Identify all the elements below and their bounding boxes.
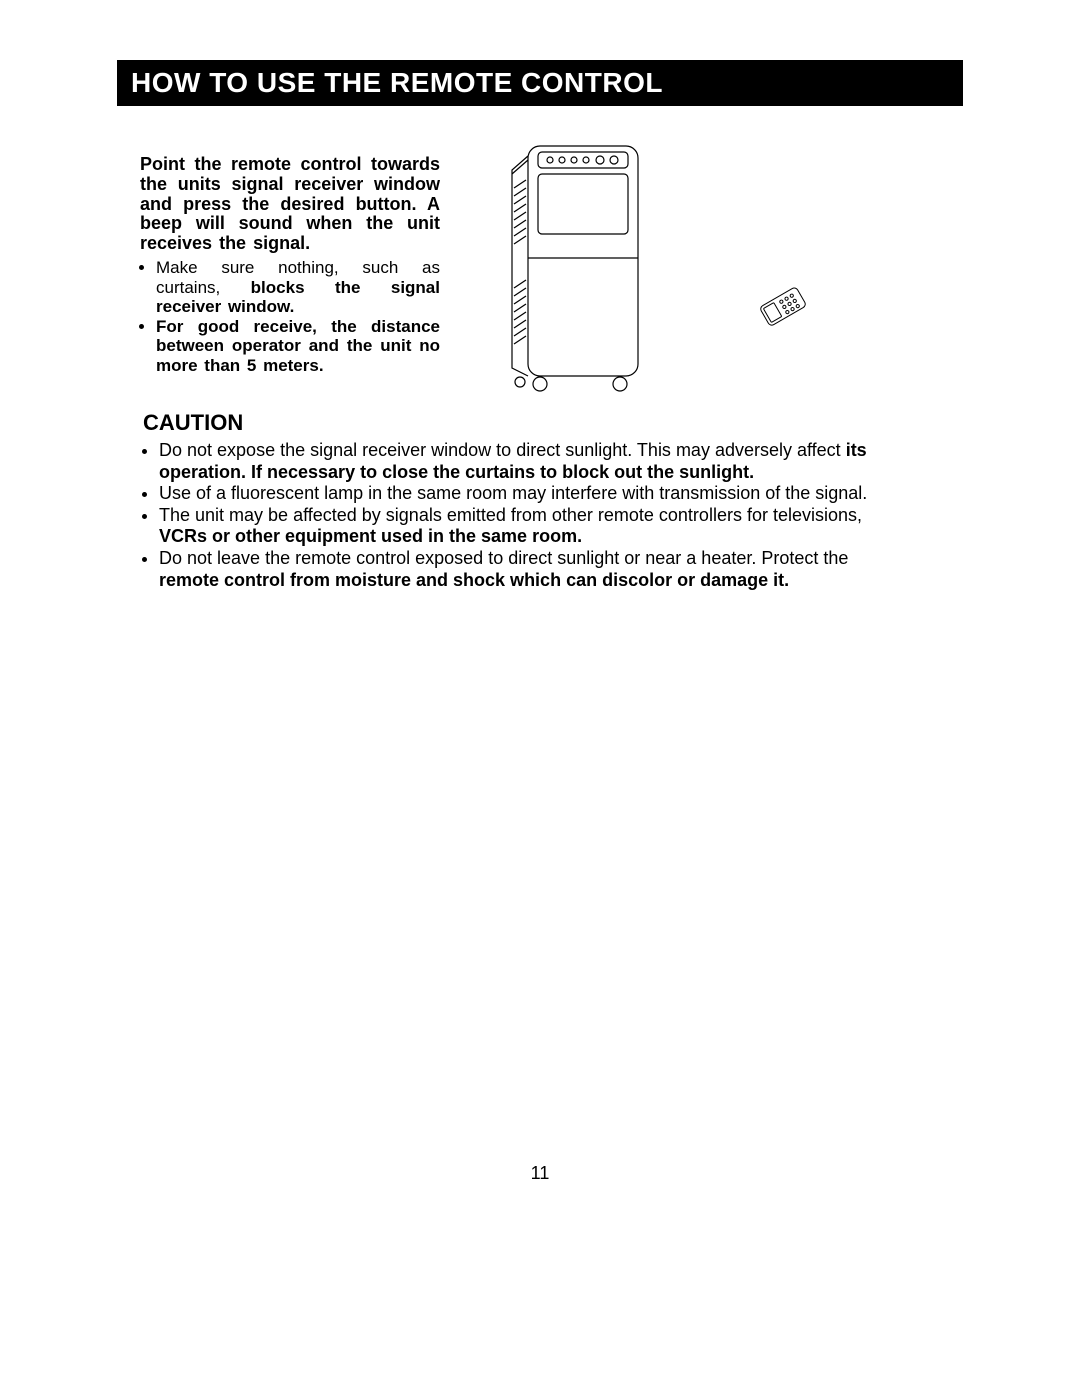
remote-icon [750,285,820,335]
caution-bullet-text-plain: Do not expose the signal receiver window… [159,440,846,460]
intro-bullet-list: Make sure nothing, such as curtains, blo… [140,258,440,375]
caution-bullet-text-bold: remote control from moisture and shock w… [159,570,789,590]
caution-bullet-text-plain: Use of a fluorescent lamp in the same ro… [159,483,867,503]
caution-bullet: Use of a fluorescent lamp in the same ro… [159,483,903,505]
intro-block: Point the remote control towards the uni… [140,155,440,375]
intro-bullet: Make sure nothing, such as curtains, blo… [156,258,440,317]
caution-bullet: The unit may be affected by signals emit… [159,505,903,548]
intro-bullet: For good receive, the distance between o… [156,317,440,376]
remote-control-illustration [750,285,820,340]
caution-bullet-list: Do not expose the signal receiver window… [143,440,903,591]
intro-bullet-text-bold: For good receive, the distance between o… [156,317,440,375]
section-title-text: HOW TO USE THE REMOTE CONTROL [131,67,663,98]
section-title-bar: HOW TO USE THE REMOTE CONTROL [117,60,963,106]
caution-heading: CAUTION [143,410,903,436]
caution-bullet-text-bold: VCRs or other equipment used in the same… [159,526,582,546]
manual-page: HOW TO USE THE REMOTE CONTROL Point the … [0,0,1080,1397]
caution-bullet-text-plain: The unit may be affected by signals emit… [159,505,862,525]
caution-block: CAUTION Do not expose the signal receive… [143,410,903,591]
intro-paragraph: Point the remote control towards the uni… [140,155,440,254]
caution-bullet-text-plain: Do not leave the remote control exposed … [159,548,848,568]
caution-bullet: Do not expose the signal receiver window… [159,440,903,483]
ac-unit-icon [500,138,660,398]
caution-bullet: Do not leave the remote control exposed … [159,548,903,591]
page-number: 11 [0,1163,1080,1184]
portable-ac-unit-illustration [500,138,660,403]
